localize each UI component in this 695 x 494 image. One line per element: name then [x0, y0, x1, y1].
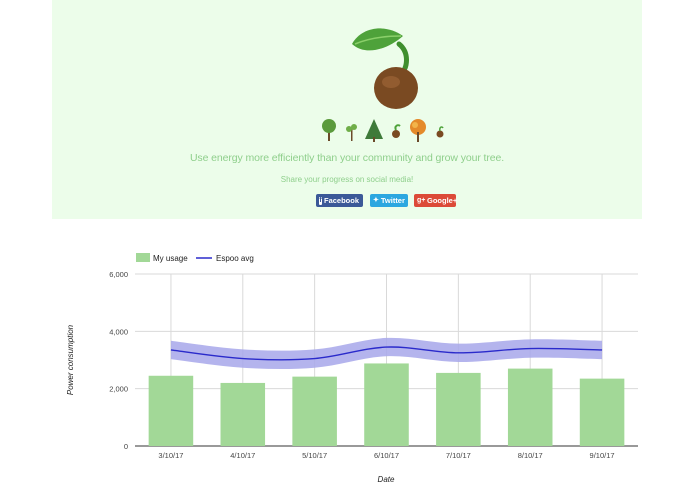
facebook-label: Facebook	[323, 196, 359, 205]
x-axis-label: Date	[378, 475, 395, 484]
power-usage-chart: My usage Espoo avg 0 2,000 4,000 6,000 3/10…	[66, 253, 638, 484]
bar-my-usage	[364, 363, 409, 446]
twitter-label: Twitter	[380, 196, 405, 205]
googleplus-share-button[interactable]: g+ Google+	[414, 194, 458, 207]
y-tick-label: 0	[124, 442, 128, 451]
y-tick-label: 2,000	[109, 385, 128, 394]
bar-my-usage	[436, 372, 481, 446]
tree-growth-stages-icon	[322, 119, 444, 142]
legend-swatch-my-usage	[136, 253, 150, 262]
x-tick-label: 4/10/17	[230, 451, 255, 460]
y-axis-label: Power consumption	[66, 324, 75, 395]
twitter-share-button[interactable]: ✦ Twitter	[370, 194, 408, 207]
x-tick-label: 3/10/17	[158, 451, 183, 460]
seedling-logo-icon	[352, 28, 418, 109]
x-tick-label: 5/10/17	[302, 451, 327, 460]
twitter-icon: ✦	[373, 197, 379, 204]
facebook-icon: f	[319, 196, 322, 205]
bar-my-usage	[292, 376, 337, 446]
googleplus-icon: g+	[417, 197, 426, 204]
x-tick-label: 7/10/17	[446, 451, 471, 460]
tagline: Use energy more efficiently than your co…	[189, 152, 505, 164]
bar-my-usage	[579, 378, 625, 446]
x-tick-label: 8/10/17	[518, 451, 543, 460]
confidence-band-espoo-avg	[170, 337, 603, 370]
hero-banner	[52, 0, 642, 219]
chart-avg-line	[170, 346, 603, 361]
chart-legend: My usage Espoo avg	[136, 253, 254, 263]
legend-label-espoo-avg: Espoo avg	[216, 254, 254, 263]
googleplus-label: Google+	[427, 196, 458, 205]
share-prompt: Share your progress on social media!	[280, 175, 414, 184]
bar-my-usage	[148, 375, 194, 446]
x-tick-label: 6/10/17	[374, 451, 399, 460]
bar-my-usage	[220, 382, 266, 446]
facebook-share-button[interactable]: f Facebook	[316, 194, 363, 207]
x-tick-label: 9/10/17	[590, 451, 615, 460]
legend-label-my-usage: My usage	[153, 254, 188, 263]
y-tick-label: 4,000	[109, 327, 128, 336]
line-espoo-avg	[170, 346, 603, 361]
bar-my-usage	[507, 368, 553, 446]
chart-x-ticks: 3/10/17 4/10/17 5/10/17 6/10/17 7/10/17 8/10/…	[158, 451, 614, 460]
y-tick-label: 6,000	[109, 270, 128, 279]
chart-confidence-band	[170, 337, 603, 370]
chart-y-ticks: 0 2,000 4,000 6,000	[109, 270, 128, 451]
chart-bars	[148, 363, 625, 446]
